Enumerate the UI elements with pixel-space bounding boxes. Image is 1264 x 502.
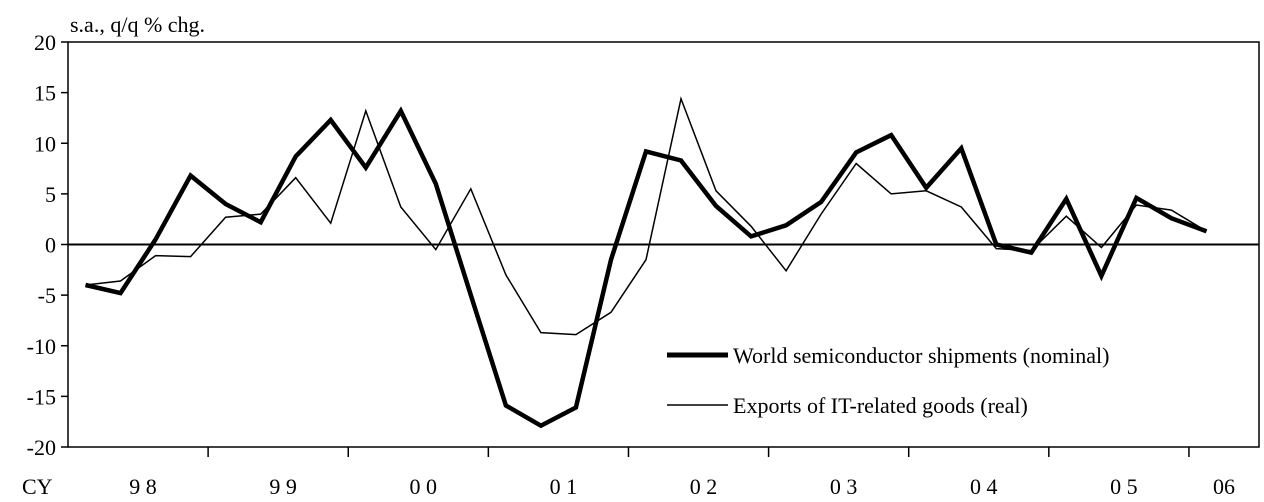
x-tick-label: 9 9 — [269, 474, 297, 499]
legend: World semiconductor shipments (nominal) … — [667, 343, 1109, 418]
x-axis-ticks — [207, 447, 1190, 457]
x-tick-label: 0 2 — [690, 474, 718, 499]
y-tick-label: 15 — [34, 81, 56, 106]
x-tick-label: 0 5 — [1110, 474, 1138, 499]
x-axis-prefix: CY — [22, 474, 53, 499]
x-tick-label: 9 8 — [129, 474, 157, 499]
series-line-semiconductor — [84, 106, 1208, 429]
y-tick-label: 10 — [34, 131, 56, 156]
x-tick-label: 0 0 — [410, 474, 438, 499]
y-tick-label: -20 — [27, 435, 56, 460]
legend-label-semiconductor: World semiconductor shipments (nominal) — [733, 343, 1109, 368]
x-tick-label: 0 4 — [970, 474, 998, 499]
x-tick-label: 06 — [1213, 474, 1235, 499]
series-lines — [84, 96, 1208, 429]
plot-frame — [67, 41, 1260, 448]
y-tick-label: 0 — [45, 233, 56, 258]
y-tick-label: 20 — [34, 30, 56, 55]
y-tick-label: -15 — [27, 384, 56, 409]
y-axis-ticks: 20 15 10 5 0 -5 -10 -15 -20 — [27, 30, 68, 460]
y-tick-label: -5 — [38, 283, 56, 308]
y-tick-label: -10 — [27, 334, 56, 359]
y-tick-label: 5 — [45, 182, 56, 207]
x-tick-label: 0 1 — [550, 474, 578, 499]
x-axis-labels: CY 9 8 9 9 0 0 0 1 0 2 0 3 0 4 0 5 06 — [22, 474, 1235, 499]
legend-label-it-exports: Exports of IT-related goods (real) — [733, 393, 1028, 418]
x-tick-label: 0 3 — [830, 474, 858, 499]
y-axis-label: s.a., q/q % chg. — [70, 12, 205, 37]
